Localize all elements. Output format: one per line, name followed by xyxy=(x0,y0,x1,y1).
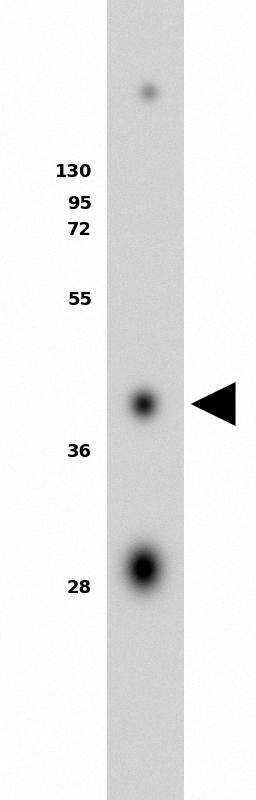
Text: 130: 130 xyxy=(55,163,92,181)
Text: 72: 72 xyxy=(67,222,92,239)
Text: 28: 28 xyxy=(67,579,92,597)
Bar xyxy=(108,8,184,792)
Text: 95: 95 xyxy=(67,195,92,213)
Text: 36: 36 xyxy=(67,443,92,461)
Text: 55: 55 xyxy=(67,291,92,309)
Polygon shape xyxy=(191,382,236,426)
